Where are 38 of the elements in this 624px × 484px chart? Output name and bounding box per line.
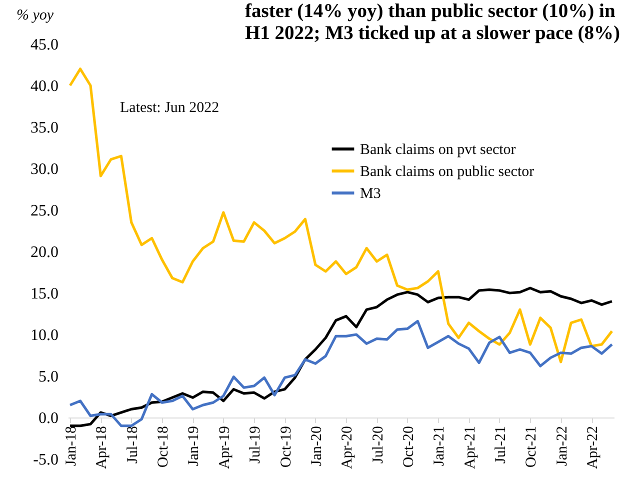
annotation: Latest: Jun 2022 bbox=[120, 100, 220, 116]
x-tick-label: Jan-20 bbox=[308, 426, 325, 466]
x-tick-label: Apr-18 bbox=[94, 426, 110, 470]
y-tick-label: 35.0 bbox=[30, 120, 58, 136]
y-tick-label: 20.0 bbox=[30, 244, 58, 261]
chart-title: faster (14% yoy) than public sector (10%) in H1 2022; M3 ticked up at a slower pace (8%) bbox=[245, 1, 620, 44]
x-tick-label: Oct-18 bbox=[156, 426, 172, 468]
y-tick-label: -5.0 bbox=[33, 452, 58, 468]
x-tick-label: Apr-19 bbox=[216, 426, 233, 470]
legend-label: Bank claims on pvt sector bbox=[360, 142, 516, 158]
y-tick-label: 15.0 bbox=[30, 286, 58, 302]
line-series bbox=[68, 68, 614, 364]
x-tick-label: Jan-19 bbox=[186, 426, 202, 466]
legend-label: M3 bbox=[360, 186, 381, 202]
x-tick-label: Apr-21 bbox=[462, 426, 478, 470]
x-tick-label: Apr-22 bbox=[585, 426, 602, 470]
x-tick-label: Jul-20 bbox=[370, 426, 386, 464]
x-tick-label: Jul-18 bbox=[124, 426, 141, 464]
y-tick-label: 25.0 bbox=[30, 202, 58, 220]
x-tick-label: Oct-19 bbox=[278, 426, 294, 468]
x-tick-label: Jul-19 bbox=[248, 426, 264, 464]
x-tick-label: Oct-20 bbox=[400, 426, 417, 468]
x-tick-label: Jan-22 bbox=[554, 426, 570, 466]
line-series bbox=[68, 320, 614, 428]
y-tick-label: 45.0 bbox=[30, 36, 58, 54]
y-tick-label: 10.0 bbox=[30, 327, 58, 344]
x-tick-label: Jan-18 bbox=[64, 426, 80, 466]
y-tick-label: 0.0 bbox=[38, 410, 58, 427]
x-tick-label: Apr-20 bbox=[340, 426, 356, 470]
y-tick-label: 5.0 bbox=[38, 368, 58, 386]
y-tick-label: 30.0 bbox=[30, 161, 58, 178]
line-series bbox=[68, 286, 614, 428]
legend-label: Bank claims on public sector bbox=[360, 164, 534, 180]
y-axis-title: % yoy bbox=[16, 8, 54, 24]
y-tick-label: 40.0 bbox=[30, 78, 58, 95]
x-tick-label: Jul-21 bbox=[492, 426, 509, 464]
x-tick-label: Oct-21 bbox=[524, 426, 540, 468]
x-tick-label: Jan-21 bbox=[432, 426, 448, 466]
